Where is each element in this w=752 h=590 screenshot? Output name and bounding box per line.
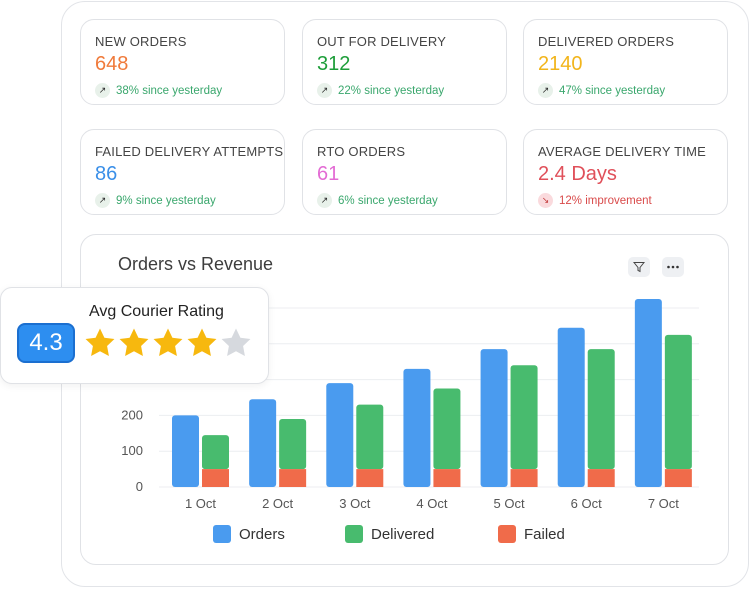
legend-label: Orders [239, 525, 285, 543]
stat-label: DELIVERED ORDERS [538, 34, 675, 49]
bar-orders[interactable] [326, 383, 354, 487]
filter-button[interactable] [628, 257, 650, 277]
legend-label: Failed [524, 525, 565, 543]
bar-orders[interactable] [403, 368, 431, 487]
stat-card-delivered-orders: DELIVERED ORDERS 2140 ↗ 47% since yesterday [523, 19, 728, 105]
stat-trend-text: 12% improvement [559, 194, 652, 207]
bar-delivered[interactable] [356, 404, 384, 470]
bar-failed[interactable] [587, 469, 615, 487]
filter-icon [633, 262, 645, 273]
stat-card-rto-orders: RTO ORDERS 61 ↗ 6% since yesterday [302, 129, 507, 215]
legend-item-failed[interactable]: Failed [498, 525, 565, 543]
stat-card-out-for-delivery: OUT FOR DELIVERY 312 ↗ 22% since yesterday [302, 19, 507, 105]
star-filled-icon [153, 328, 183, 357]
rating-title: Avg Courier Rating [89, 303, 224, 320]
bar-failed[interactable] [356, 469, 384, 487]
y-tick-label: 0 [136, 479, 143, 494]
stat-card-average-delivery-time: AVERAGE DELIVERY TIME 2.4 Days ↘ 12% improv… [523, 129, 728, 215]
bar-delivered[interactable] [664, 334, 692, 470]
rating-value-badge: 4.3 [17, 323, 75, 363]
bar-delivered[interactable] [510, 365, 538, 470]
y-tick-label: 100 [121, 443, 143, 458]
stat-trend: ↗ 47% since yesterday [538, 83, 665, 98]
star-filled-icon [85, 328, 115, 357]
bar-delivered[interactable] [202, 435, 229, 470]
stat-trend: ↗ 22% since yesterday [317, 83, 444, 98]
arrow-up-right-icon: ↗ [95, 193, 110, 208]
x-tick-label: 5 Oct [494, 496, 525, 511]
bar-failed[interactable] [664, 469, 692, 487]
stat-card-new-orders: NEW ORDERS 648 ↗ 38% since yesterday [80, 19, 285, 105]
chart-title: Orders vs Revenue [118, 254, 274, 274]
star-filled-icon [187, 328, 217, 357]
bar-orders[interactable] [249, 399, 277, 487]
stat-label: AVERAGE DELIVERY TIME [538, 144, 706, 159]
stat-card-failed-delivery-attempts: FAILED DELIVERY ATTEMPTS 86 ↗ 9% since yest… [80, 129, 285, 215]
legend-label: Delivered [371, 525, 435, 543]
x-tick-label: 1 Oct [185, 496, 216, 511]
star-filled-icon [119, 328, 149, 357]
x-tick-label: 4 Oct [416, 496, 447, 511]
bar-failed[interactable] [433, 469, 461, 487]
bar-orders[interactable] [634, 299, 662, 487]
more-horizontal-icon [667, 265, 679, 269]
avg-courier-rating-card: Avg Courier Rating 4.3 [0, 287, 269, 384]
stat-label: NEW ORDERS [95, 34, 187, 49]
orders-revenue-chart-card: Orders vs Revenue 0 100 200 1 Oct 2 Oct 3 Oct… [80, 234, 729, 565]
stat-label: FAILED DELIVERY ATTEMPTS [95, 144, 284, 159]
star-empty-icon [221, 328, 251, 357]
legend-item-delivered[interactable]: Delivered [345, 525, 434, 543]
arrow-down-right-icon: ↘ [538, 193, 553, 208]
bar-failed[interactable] [202, 469, 229, 487]
arrow-up-right-icon: ↗ [538, 83, 553, 98]
x-tick-label: 7 Oct [648, 496, 679, 511]
stat-trend: ↗ 6% since yesterday [317, 193, 438, 208]
legend-swatch [498, 525, 516, 543]
x-tick-label: 3 Oct [339, 496, 370, 511]
y-tick-label: 200 [121, 407, 143, 422]
bar-orders[interactable] [480, 349, 508, 487]
stat-trend-text: 6% since yesterday [338, 194, 438, 207]
x-tick-label: 2 Oct [262, 496, 293, 511]
stat-value: 2.4 Days [538, 163, 617, 185]
arrow-up-right-icon: ↗ [95, 83, 110, 98]
stat-label: OUT FOR DELIVERY [317, 34, 447, 49]
arrow-up-right-icon: ↗ [317, 83, 332, 98]
stat-label: RTO ORDERS [317, 144, 406, 159]
stat-value: 312 [317, 53, 351, 75]
x-tick-label: 6 Oct [571, 496, 602, 511]
bar-delivered[interactable] [279, 418, 307, 470]
stat-trend-text: 22% since yesterday [338, 84, 445, 97]
more-options-button[interactable] [662, 257, 684, 277]
legend-swatch [213, 525, 231, 543]
stat-trend: ↘ 12% improvement [538, 193, 652, 208]
stat-value: 61 [317, 163, 340, 185]
stat-trend-text: 38% since yesterday [116, 84, 223, 97]
stat-trend-text: 47% since yesterday [559, 84, 666, 97]
bar-failed[interactable] [510, 469, 538, 487]
bar-chart: 0 100 200 1 Oct 2 Oct 3 Oct 4 Oct 5 Oct 6 Oct 7 O… [121, 299, 699, 511]
stat-trend: ↗ 9% since yesterday [95, 193, 216, 208]
stat-value: 648 [95, 53, 129, 75]
legend-item-orders[interactable]: Orders [213, 525, 285, 543]
star-rating [83, 326, 253, 360]
stat-value: 2140 [538, 53, 583, 75]
bar-delivered[interactable] [587, 349, 615, 470]
stat-value: 86 [95, 163, 118, 185]
arrow-up-right-icon: ↗ [317, 193, 332, 208]
stat-trend: ↗ 38% since yesterday [95, 83, 222, 98]
bar-delivered[interactable] [433, 388, 461, 470]
bar-failed[interactable] [279, 469, 307, 487]
stat-trend-text: 9% since yesterday [116, 194, 216, 207]
bar-orders[interactable] [172, 415, 199, 487]
legend-swatch [345, 525, 363, 543]
bar-orders[interactable] [557, 327, 585, 487]
